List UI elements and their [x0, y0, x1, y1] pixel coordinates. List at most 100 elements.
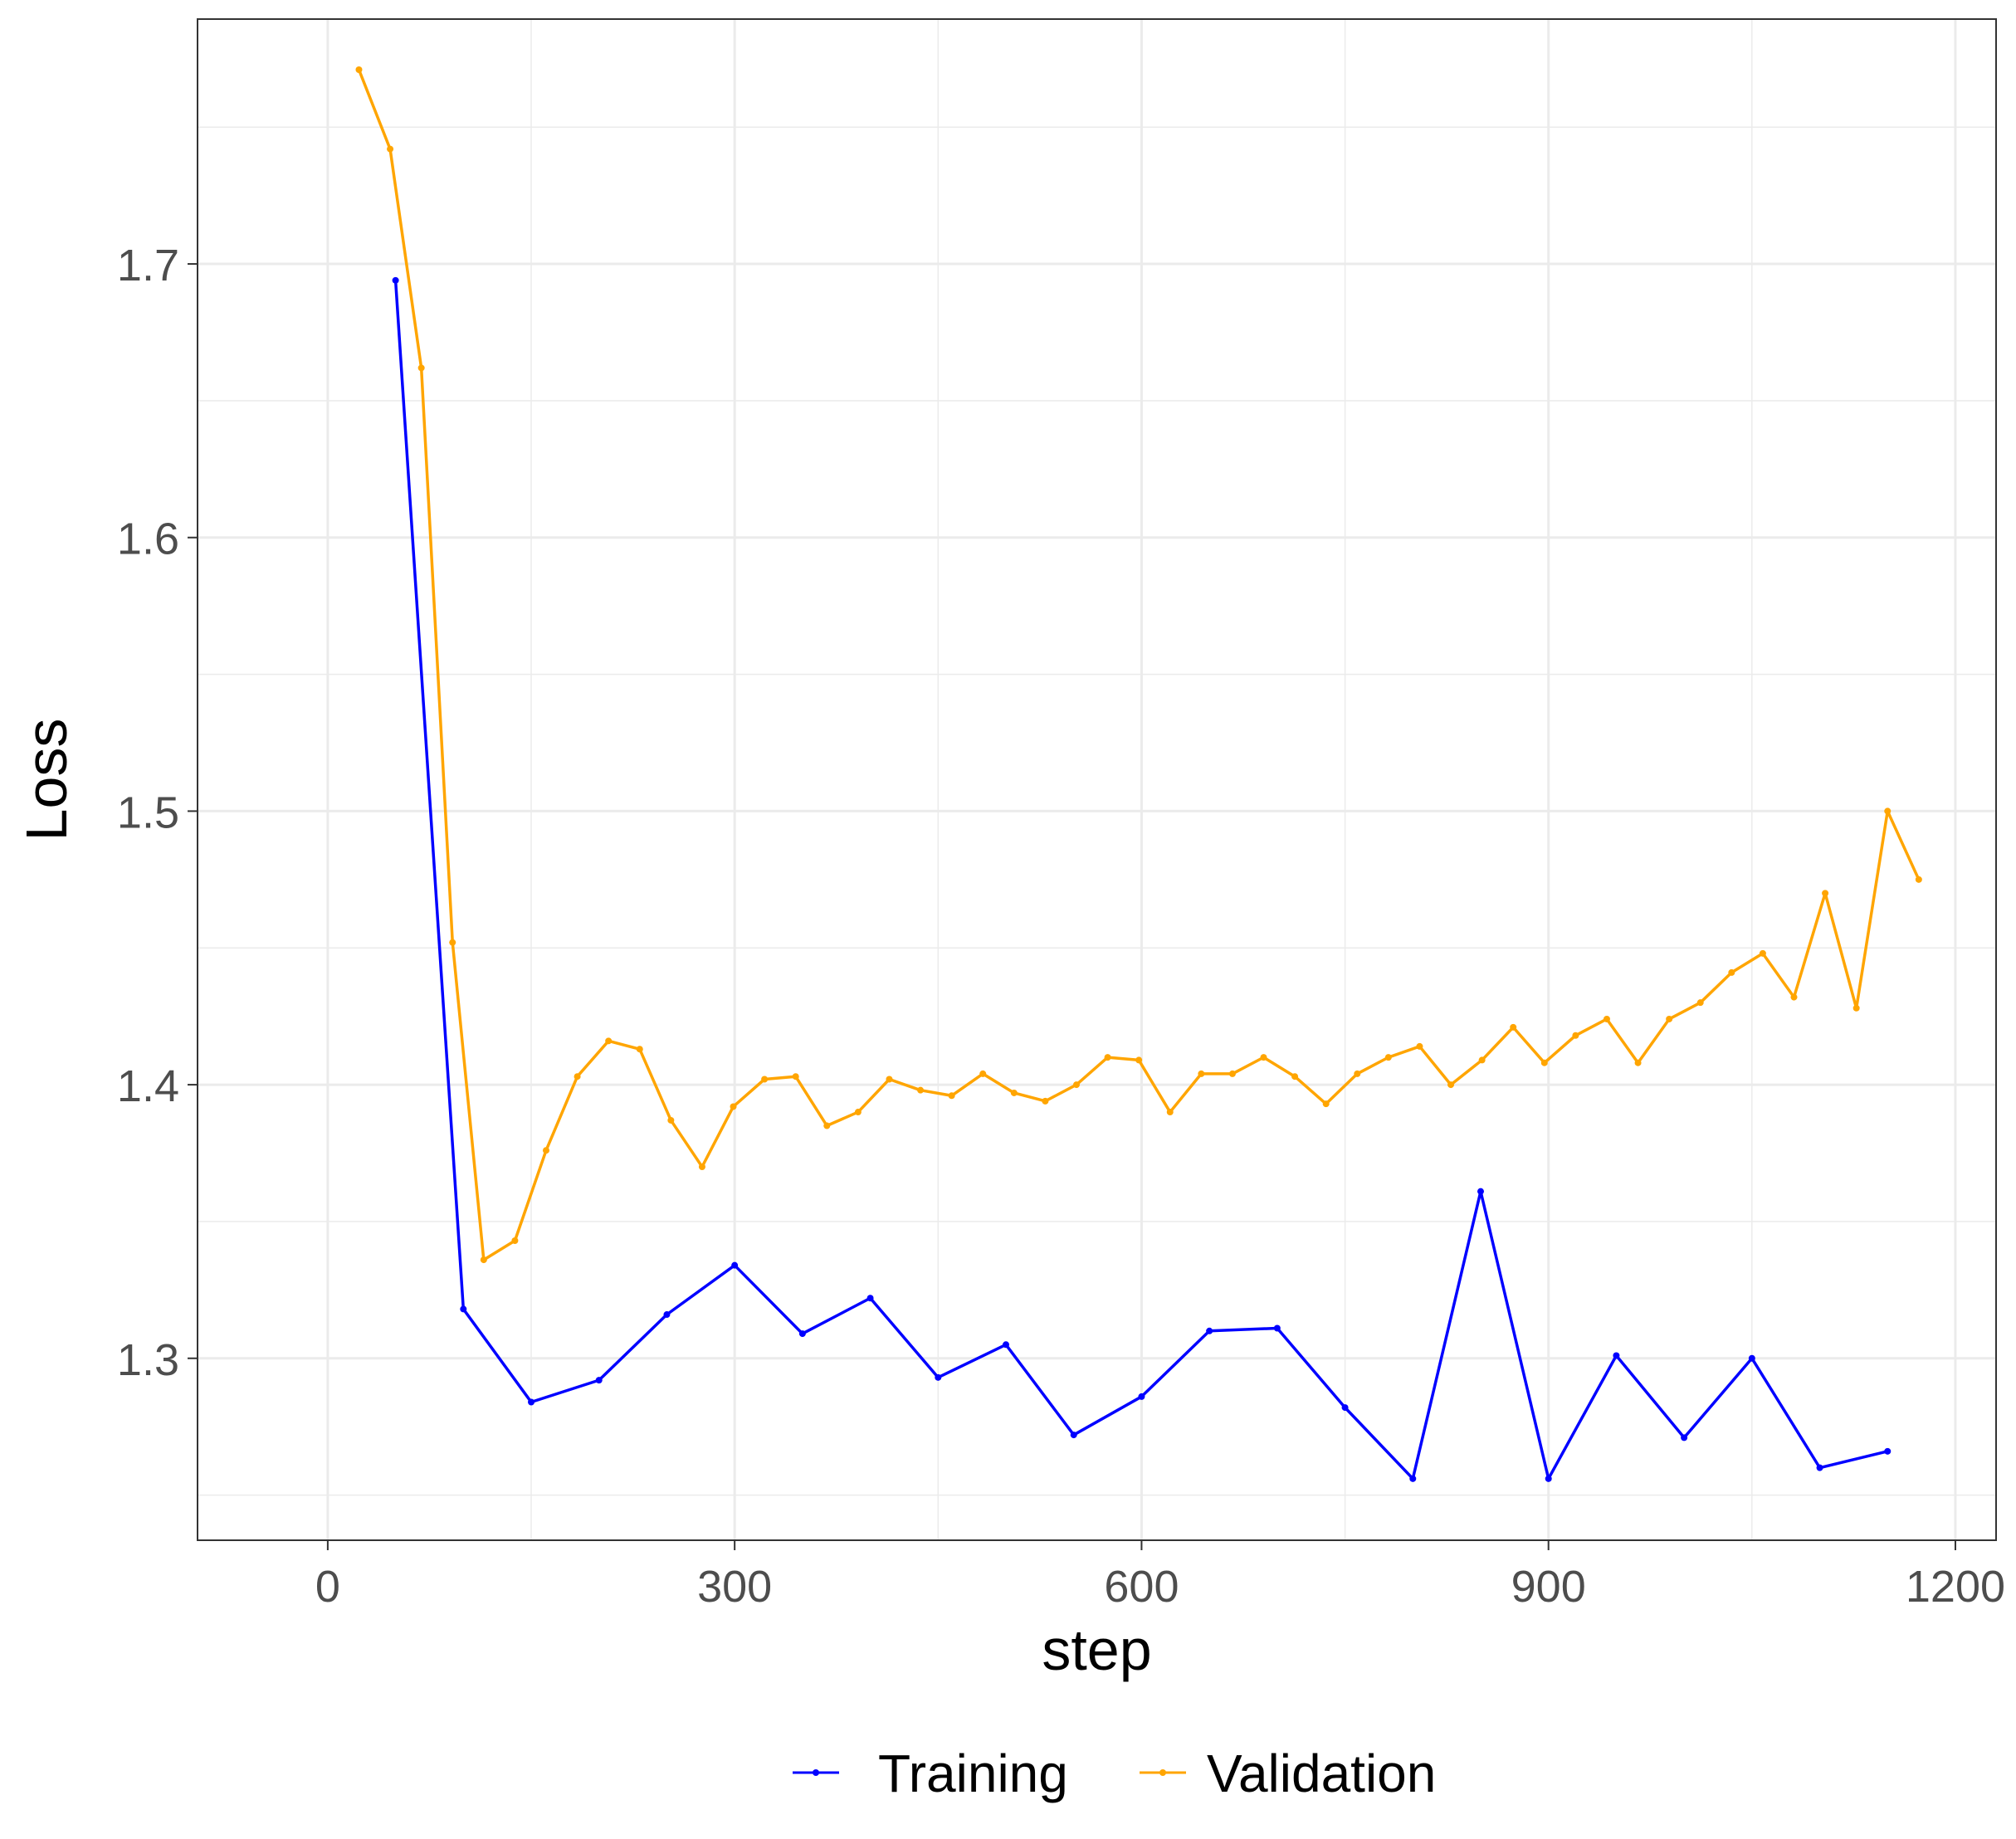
training-point [798, 1330, 806, 1338]
series-layer [355, 66, 1922, 1482]
training-point [392, 276, 399, 284]
validation-point [698, 1163, 705, 1170]
validation-point [1884, 807, 1892, 815]
validation-point [1104, 1054, 1111, 1061]
training-point [866, 1295, 874, 1302]
validation-point [636, 1046, 643, 1053]
training-point [1070, 1432, 1077, 1439]
x-axis: 0 300 600 900 1200 [315, 1540, 2005, 1612]
y-axis-title: Loss [14, 719, 79, 841]
y-axis: 1.3 1.4 1.5 1.6 1.7 [117, 241, 198, 1385]
validation-point [1228, 1070, 1236, 1077]
validation-point [667, 1116, 675, 1124]
validation-point [542, 1147, 549, 1154]
minor-gridlines [198, 19, 1996, 1540]
training-point [528, 1398, 535, 1406]
legend-key-point-training [813, 1769, 819, 1776]
legend-label-validation: Validation [1207, 1744, 1436, 1803]
validation-point [1198, 1070, 1205, 1077]
validation-point [886, 1076, 893, 1083]
x-axis-title: step [1042, 1617, 1151, 1682]
validation-point [1666, 1015, 1673, 1022]
training-point [663, 1311, 671, 1319]
validation-point [1696, 999, 1704, 1007]
validation-point [417, 364, 425, 372]
validation-point [1354, 1070, 1361, 1077]
y-tick-label: 1.5 [117, 788, 179, 837]
y-tick-label: 1.7 [117, 241, 179, 290]
validation-point [1728, 968, 1735, 976]
validation-point [917, 1086, 925, 1094]
training-point [1003, 1341, 1010, 1349]
y-tick-label: 1.3 [117, 1335, 179, 1385]
training-point [1748, 1354, 1755, 1362]
x-tick-label: 1200 [1906, 1562, 2005, 1612]
x-tick-label: 600 [1104, 1562, 1179, 1612]
validation-point [480, 1256, 487, 1264]
validation-point [1010, 1089, 1018, 1096]
training-point [1409, 1475, 1417, 1482]
training-point [1884, 1447, 1892, 1455]
validation-point [1915, 876, 1922, 883]
validation-point [449, 939, 456, 946]
validation-point [1072, 1081, 1080, 1089]
legend-key-point-validation [1159, 1769, 1166, 1776]
validation-point [823, 1122, 831, 1129]
legend-item-training: Training [793, 1744, 1068, 1803]
validation-point [1135, 1056, 1143, 1064]
major-gridlines [198, 19, 1996, 1540]
training-point [731, 1261, 739, 1269]
training-point [1341, 1404, 1349, 1412]
validation-point [854, 1109, 862, 1116]
training-point [1681, 1434, 1688, 1441]
validation-point [1291, 1073, 1299, 1080]
training-point [1138, 1393, 1145, 1400]
validation-point [1572, 1032, 1579, 1039]
x-tick-label: 900 [1511, 1562, 1586, 1612]
series-validation [355, 66, 1922, 1264]
validation-point [1852, 1004, 1860, 1012]
validation-point [574, 1073, 581, 1080]
validation-point [1260, 1054, 1267, 1061]
validation-point [1790, 993, 1798, 1001]
validation-point [1759, 949, 1766, 957]
validation-point [1822, 890, 1829, 897]
validation-point [1322, 1100, 1330, 1108]
validation-point [1634, 1059, 1642, 1066]
validation-point [730, 1103, 737, 1110]
legend: Training Validation [793, 1744, 1436, 1803]
validation-point [1603, 1015, 1610, 1022]
training-point [595, 1377, 603, 1384]
plot-panel-border [197, 18, 1997, 1541]
validation-point [979, 1070, 987, 1077]
x-tick-label: 300 [697, 1562, 772, 1612]
y-tick-label: 1.4 [117, 1061, 179, 1111]
validation-point [1166, 1109, 1174, 1116]
validation-point [355, 66, 363, 73]
validation-point [387, 145, 394, 153]
validation-point [1478, 1056, 1486, 1064]
x-tick-label: 0 [315, 1562, 340, 1612]
validation-point [1447, 1081, 1455, 1089]
validation-point [792, 1073, 799, 1080]
validation-point [605, 1037, 613, 1045]
validation-point [1416, 1042, 1423, 1050]
legend-item-validation: Validation [1140, 1744, 1436, 1803]
training-point [1206, 1327, 1213, 1334]
training-point [460, 1305, 467, 1313]
training-point [1816, 1464, 1823, 1471]
training-point [1477, 1188, 1484, 1195]
validation-point [1042, 1097, 1049, 1105]
validation-point [1384, 1054, 1392, 1061]
validation-point [1540, 1059, 1548, 1066]
training-point [935, 1373, 942, 1381]
series-training [392, 276, 1892, 1482]
legend-label-training: Training [878, 1744, 1068, 1803]
training-point [1545, 1475, 1552, 1482]
training-point [1613, 1352, 1620, 1359]
training-point [1273, 1324, 1281, 1332]
y-tick-label: 1.6 [117, 515, 179, 564]
validation-point [1510, 1023, 1517, 1031]
